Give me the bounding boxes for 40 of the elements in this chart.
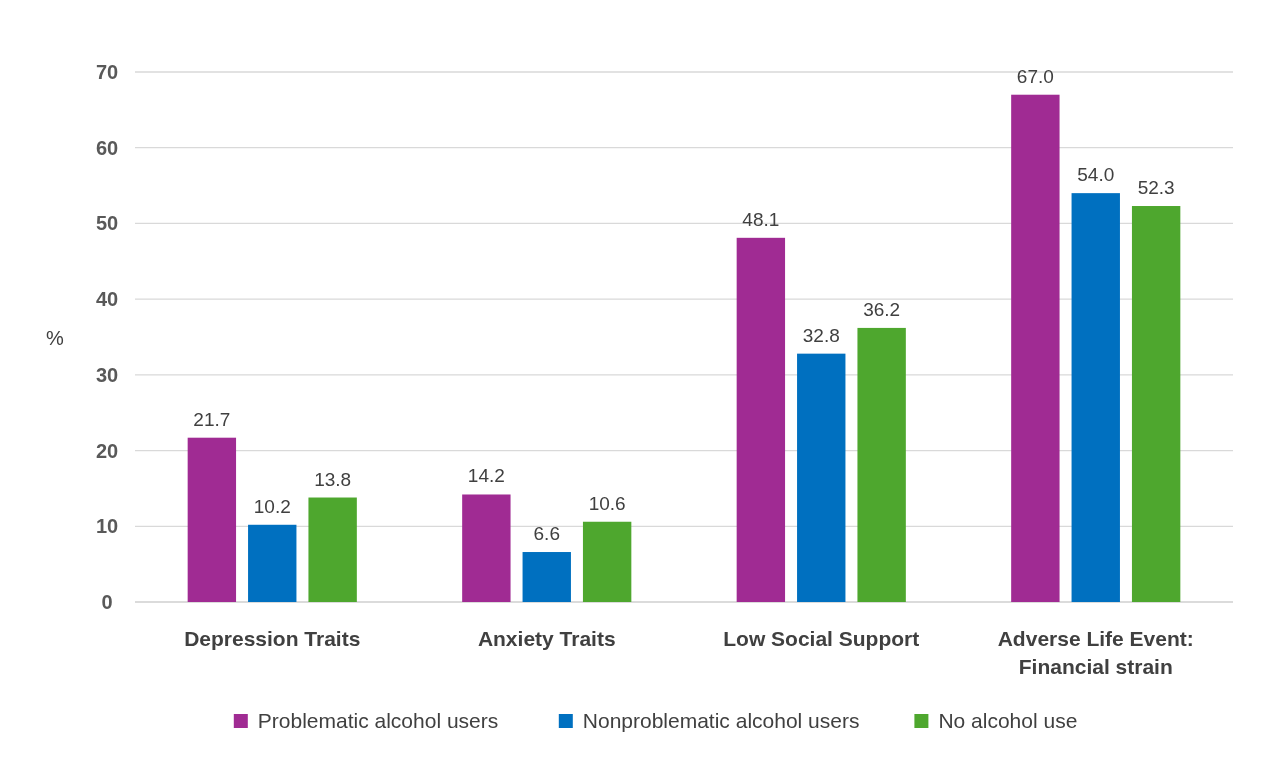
bar — [736, 237, 786, 602]
legend-label: Nonproblematic alcohol users — [582, 709, 860, 732]
bar — [1071, 193, 1120, 602]
bar — [522, 552, 571, 602]
data-label: 52.3 — [1137, 177, 1175, 199]
bar — [248, 524, 297, 602]
bar — [462, 494, 511, 602]
y-axis-title: % — [46, 327, 65, 349]
x-tick-label: Adverse Life Event: Financial strain — [997, 627, 1194, 678]
y-tick-label: 70 — [95, 61, 119, 83]
data-label: 67.0 — [1016, 65, 1054, 87]
data-label: 32.8 — [802, 324, 840, 346]
data-label: 13.8 — [314, 468, 352, 490]
bar — [797, 353, 846, 602]
data-label: 21.7 — [193, 408, 231, 430]
data-label: 48.1 — [742, 208, 780, 230]
bar — [1011, 94, 1060, 602]
bar — [582, 521, 632, 602]
y-tick-label: 50 — [95, 212, 119, 235]
y-tick-label: 60 — [95, 136, 119, 159]
y-tick-label: 20 — [95, 439, 119, 462]
bar — [187, 437, 237, 602]
y-tick-label: 40 — [95, 288, 119, 311]
legend-label: No alcohol use — [938, 709, 1078, 732]
bar — [857, 327, 906, 602]
x-tick-label: Depression Traits — [184, 627, 361, 650]
x-tick-label: Low Social Support — [723, 627, 920, 650]
y-tick-label: 10 — [95, 515, 119, 538]
data-label: 54.0 — [1077, 164, 1115, 186]
data-label: 10.6 — [588, 492, 626, 514]
y-tick-label: 30 — [95, 363, 119, 386]
legend-label: Problematic alcohol users — [257, 709, 499, 732]
bar — [308, 497, 357, 602]
y-tick-label: 0 — [101, 591, 113, 613]
data-label: 14.2 — [467, 465, 505, 487]
x-tick-label: Anxiety Traits — [477, 627, 616, 650]
data-label: 6.6 — [533, 523, 560, 545]
data-label: 36.2 — [863, 298, 901, 320]
data-label: 10.2 — [253, 495, 291, 517]
bar — [1131, 206, 1181, 602]
